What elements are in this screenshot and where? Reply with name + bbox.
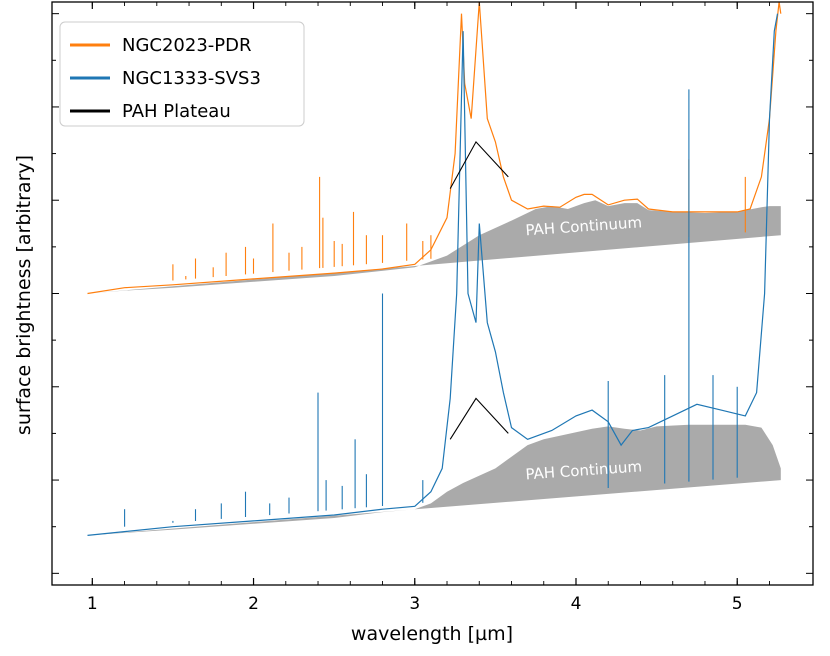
spectrum-line-0 [87, 1, 782, 295]
x-tick-label-1: 2 [248, 594, 259, 614]
spectrum-line-1 [87, 13, 779, 536]
y-axis-ticks [52, 13, 813, 574]
legend-label-2: PAH Plateau [122, 101, 231, 122]
plateau-line-0 [449, 140, 509, 189]
legend-frame [59, 21, 305, 127]
x-tick-label-4: 5 [732, 594, 743, 614]
continuum-fills [87, 200, 781, 536]
continuum-fill-1 [87, 424, 781, 536]
x-tick-label-3: 4 [571, 594, 582, 614]
spectrum-lines [87, 1, 782, 536]
x-axis-ticks: 1 2 3 4 5 [87, 2, 770, 614]
legend-label-0: NGC2023-PDR [122, 35, 252, 56]
plateau-lines [449, 140, 509, 440]
plateau-line-1 [449, 397, 509, 440]
x-tick-label-2: 3 [409, 594, 420, 614]
x-tick-label-0: 1 [87, 594, 98, 614]
legend: NGC2023-PDR NGC1333-SVS3 PAH Plateau [59, 21, 305, 127]
legend-label-1: NGC1333-SVS3 [122, 68, 261, 89]
y-axis-label: surface brightness [arbitrary] [13, 155, 35, 435]
x-axis-label: wavelength [µm] [351, 623, 513, 645]
continuum-fill-0 [87, 200, 781, 294]
